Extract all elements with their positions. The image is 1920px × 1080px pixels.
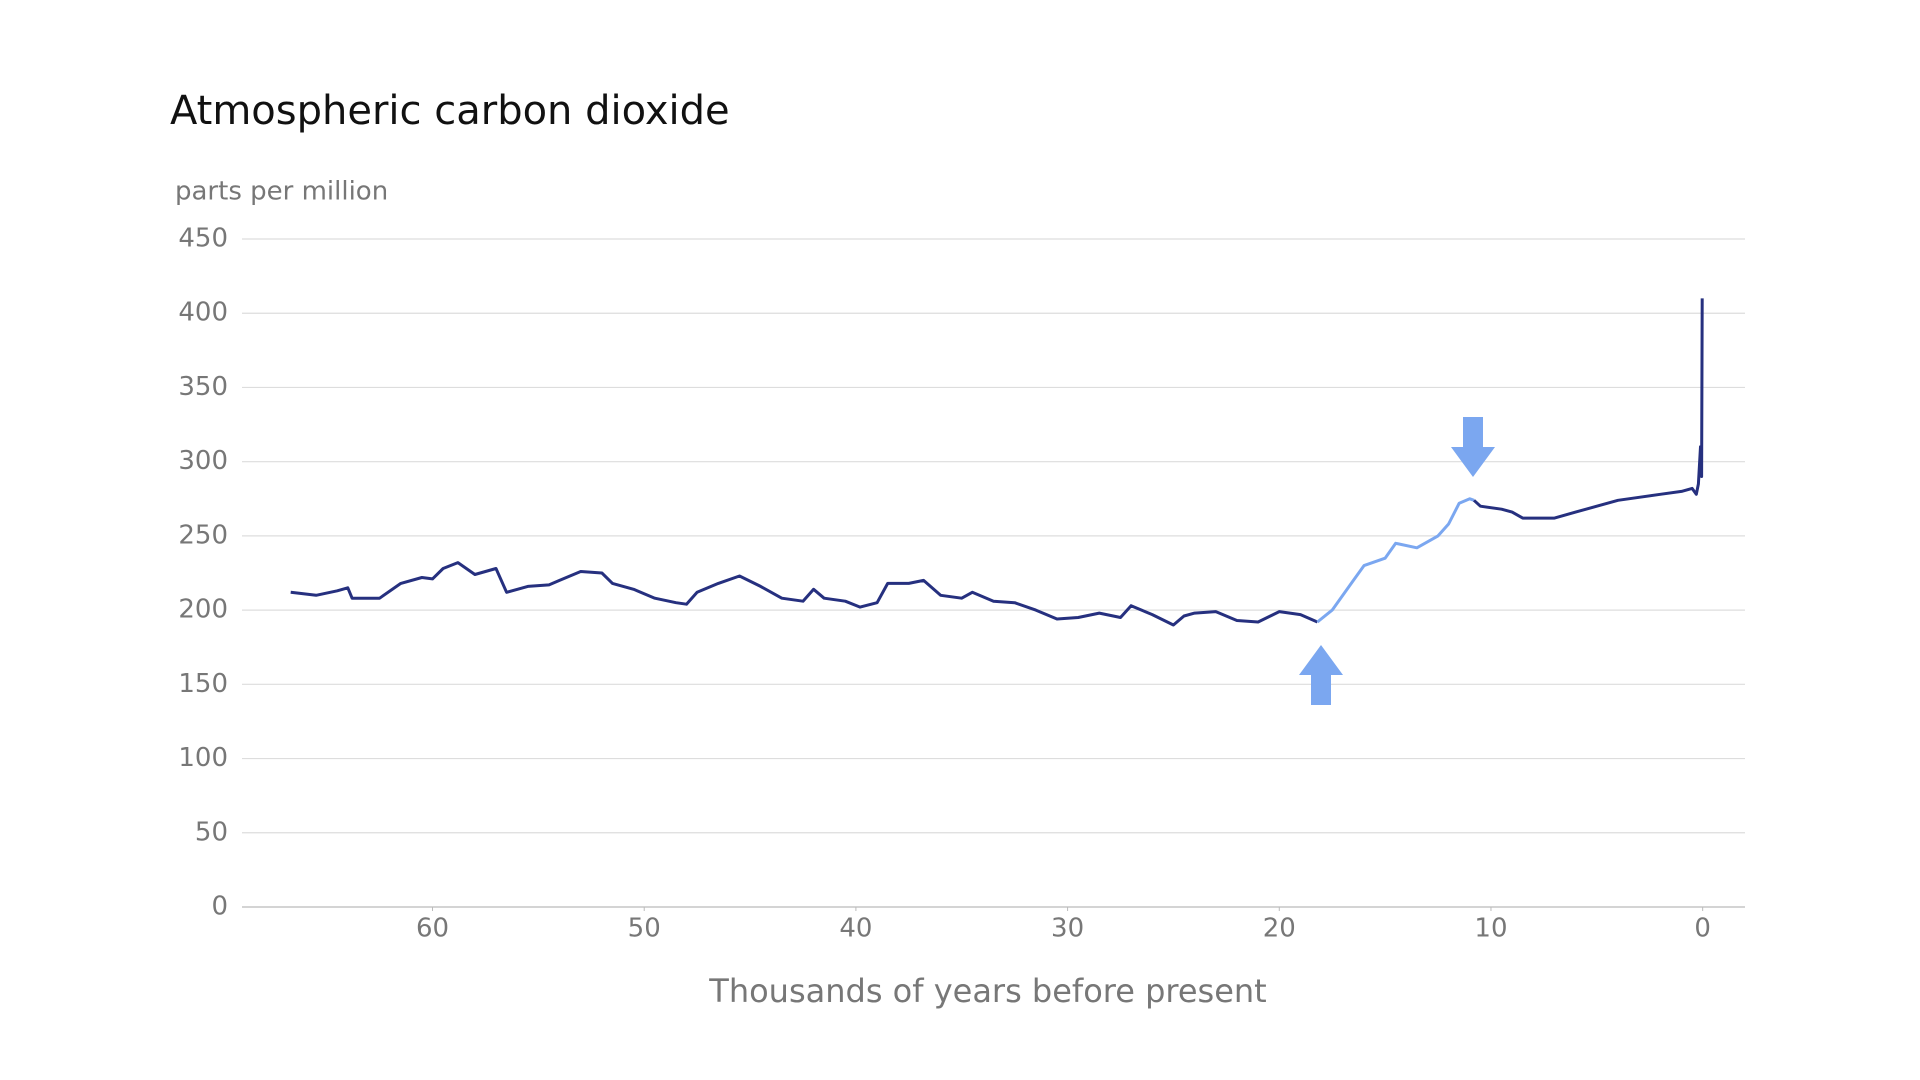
y-tick-label: 50	[195, 817, 228, 847]
y-tick-label: 300	[178, 446, 228, 476]
y-tick-label: 0	[211, 892, 228, 922]
y-tick-label: 400	[178, 298, 228, 328]
x-tick-label: 30	[1051, 914, 1084, 944]
y-tick-label: 200	[178, 595, 228, 625]
y-tick-label: 250	[178, 520, 228, 550]
data-line	[1316, 497, 1475, 624]
y-tick-label: 100	[178, 743, 228, 773]
x-tick-label: 0	[1694, 914, 1711, 944]
chart-title: Atmospheric carbon dioxide	[170, 88, 730, 134]
x-axis-label: Thousands of years before present	[708, 972, 1266, 1010]
data-line	[290, 561, 1319, 627]
y-tick-label: 150	[178, 669, 228, 699]
x-tick-label: 60	[416, 914, 449, 944]
data-line	[1472, 298, 1704, 520]
arrow-down	[1451, 417, 1495, 477]
y-axis-label: parts per million	[175, 177, 388, 207]
x-tick-label: 50	[628, 914, 661, 944]
arrow-up	[1299, 645, 1343, 705]
x-tick-label: 40	[839, 914, 872, 944]
x-tick-label: 20	[1263, 914, 1296, 944]
y-tick-label: 450	[178, 224, 228, 254]
y-tick-label: 350	[178, 372, 228, 402]
x-tick-label: 10	[1474, 914, 1507, 944]
